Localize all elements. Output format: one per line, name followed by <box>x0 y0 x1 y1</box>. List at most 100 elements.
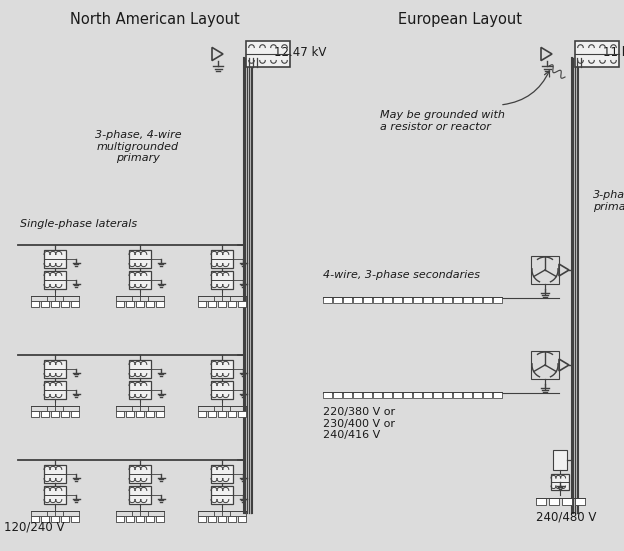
Bar <box>463 297 472 303</box>
Bar <box>44 250 66 268</box>
Bar <box>208 301 216 307</box>
Text: 4-wire, 3-phase secondaries: 4-wire, 3-phase secondaries <box>323 270 480 280</box>
Bar <box>211 360 233 378</box>
Bar <box>116 411 124 417</box>
Bar <box>413 297 422 303</box>
Bar <box>393 297 402 303</box>
Bar <box>71 301 79 307</box>
Bar <box>483 392 492 398</box>
Text: May be grounded with
a resistor or reactor: May be grounded with a resistor or react… <box>380 110 505 132</box>
Bar <box>61 301 69 307</box>
Bar <box>126 516 134 522</box>
Bar <box>553 450 567 470</box>
Bar <box>353 392 362 398</box>
Bar <box>116 516 124 522</box>
Text: North American Layout: North American Layout <box>70 12 240 27</box>
Bar <box>548 498 558 505</box>
Bar <box>211 271 233 289</box>
Bar <box>473 392 482 398</box>
Bar <box>211 465 233 483</box>
Bar <box>44 360 66 378</box>
Bar <box>483 297 492 303</box>
Bar <box>433 392 442 398</box>
Bar <box>493 392 502 398</box>
Bar <box>453 392 462 398</box>
Bar <box>433 297 442 303</box>
Bar <box>373 392 382 398</box>
Bar <box>41 516 49 522</box>
Bar <box>31 516 39 522</box>
Bar <box>44 486 66 504</box>
Bar <box>41 301 49 307</box>
Bar <box>228 516 236 522</box>
Text: 12.47 kV: 12.47 kV <box>274 46 326 58</box>
Bar <box>575 41 619 67</box>
Bar <box>463 392 472 398</box>
Text: 120/240 V: 120/240 V <box>4 520 64 533</box>
Bar <box>211 250 233 268</box>
Bar <box>51 301 59 307</box>
Bar <box>51 411 59 417</box>
Bar <box>333 297 342 303</box>
Bar <box>473 297 482 303</box>
Bar <box>531 351 559 379</box>
Bar <box>61 516 69 522</box>
Bar <box>71 411 79 417</box>
Bar <box>218 301 226 307</box>
Bar <box>156 516 164 522</box>
Bar <box>228 411 236 417</box>
Bar <box>575 498 585 505</box>
Bar <box>208 516 216 522</box>
Bar <box>136 516 144 522</box>
Bar <box>126 301 134 307</box>
Bar <box>51 516 59 522</box>
Bar <box>41 411 49 417</box>
Text: European Layout: European Layout <box>398 12 522 27</box>
Text: Single-phase laterals: Single-phase laterals <box>20 219 137 229</box>
Bar <box>238 516 246 522</box>
Bar <box>373 297 382 303</box>
Bar <box>443 392 452 398</box>
Bar <box>31 411 39 417</box>
Text: 3-phase
primary: 3-phase primary <box>593 190 624 212</box>
Bar <box>246 41 290 67</box>
Bar <box>531 256 559 284</box>
Bar <box>129 465 151 483</box>
Bar <box>218 411 226 417</box>
Bar <box>198 516 206 522</box>
Bar <box>343 297 352 303</box>
Bar <box>383 392 392 398</box>
Bar <box>129 250 151 268</box>
Bar <box>562 498 572 505</box>
Bar <box>323 297 332 303</box>
Text: 11 kV: 11 kV <box>603 46 624 58</box>
Bar <box>136 411 144 417</box>
Bar <box>535 498 545 505</box>
Bar <box>44 465 66 483</box>
Bar <box>31 301 39 307</box>
Bar <box>208 411 216 417</box>
Bar <box>443 297 452 303</box>
Bar <box>493 297 502 303</box>
Bar <box>423 297 432 303</box>
Bar <box>363 392 372 398</box>
Bar <box>44 381 66 399</box>
Bar <box>393 392 402 398</box>
Bar <box>136 301 144 307</box>
Bar <box>228 301 236 307</box>
Bar <box>146 516 154 522</box>
Bar <box>44 271 66 289</box>
Text: 240/480 V: 240/480 V <box>535 510 596 523</box>
Bar <box>413 392 422 398</box>
Bar <box>129 381 151 399</box>
Bar <box>403 297 412 303</box>
Bar <box>218 516 226 522</box>
Bar <box>323 392 332 398</box>
Bar <box>71 516 79 522</box>
Bar <box>126 411 134 417</box>
Bar <box>363 297 372 303</box>
Bar <box>343 392 352 398</box>
Bar <box>116 301 124 307</box>
Bar <box>129 360 151 378</box>
Bar <box>146 411 154 417</box>
